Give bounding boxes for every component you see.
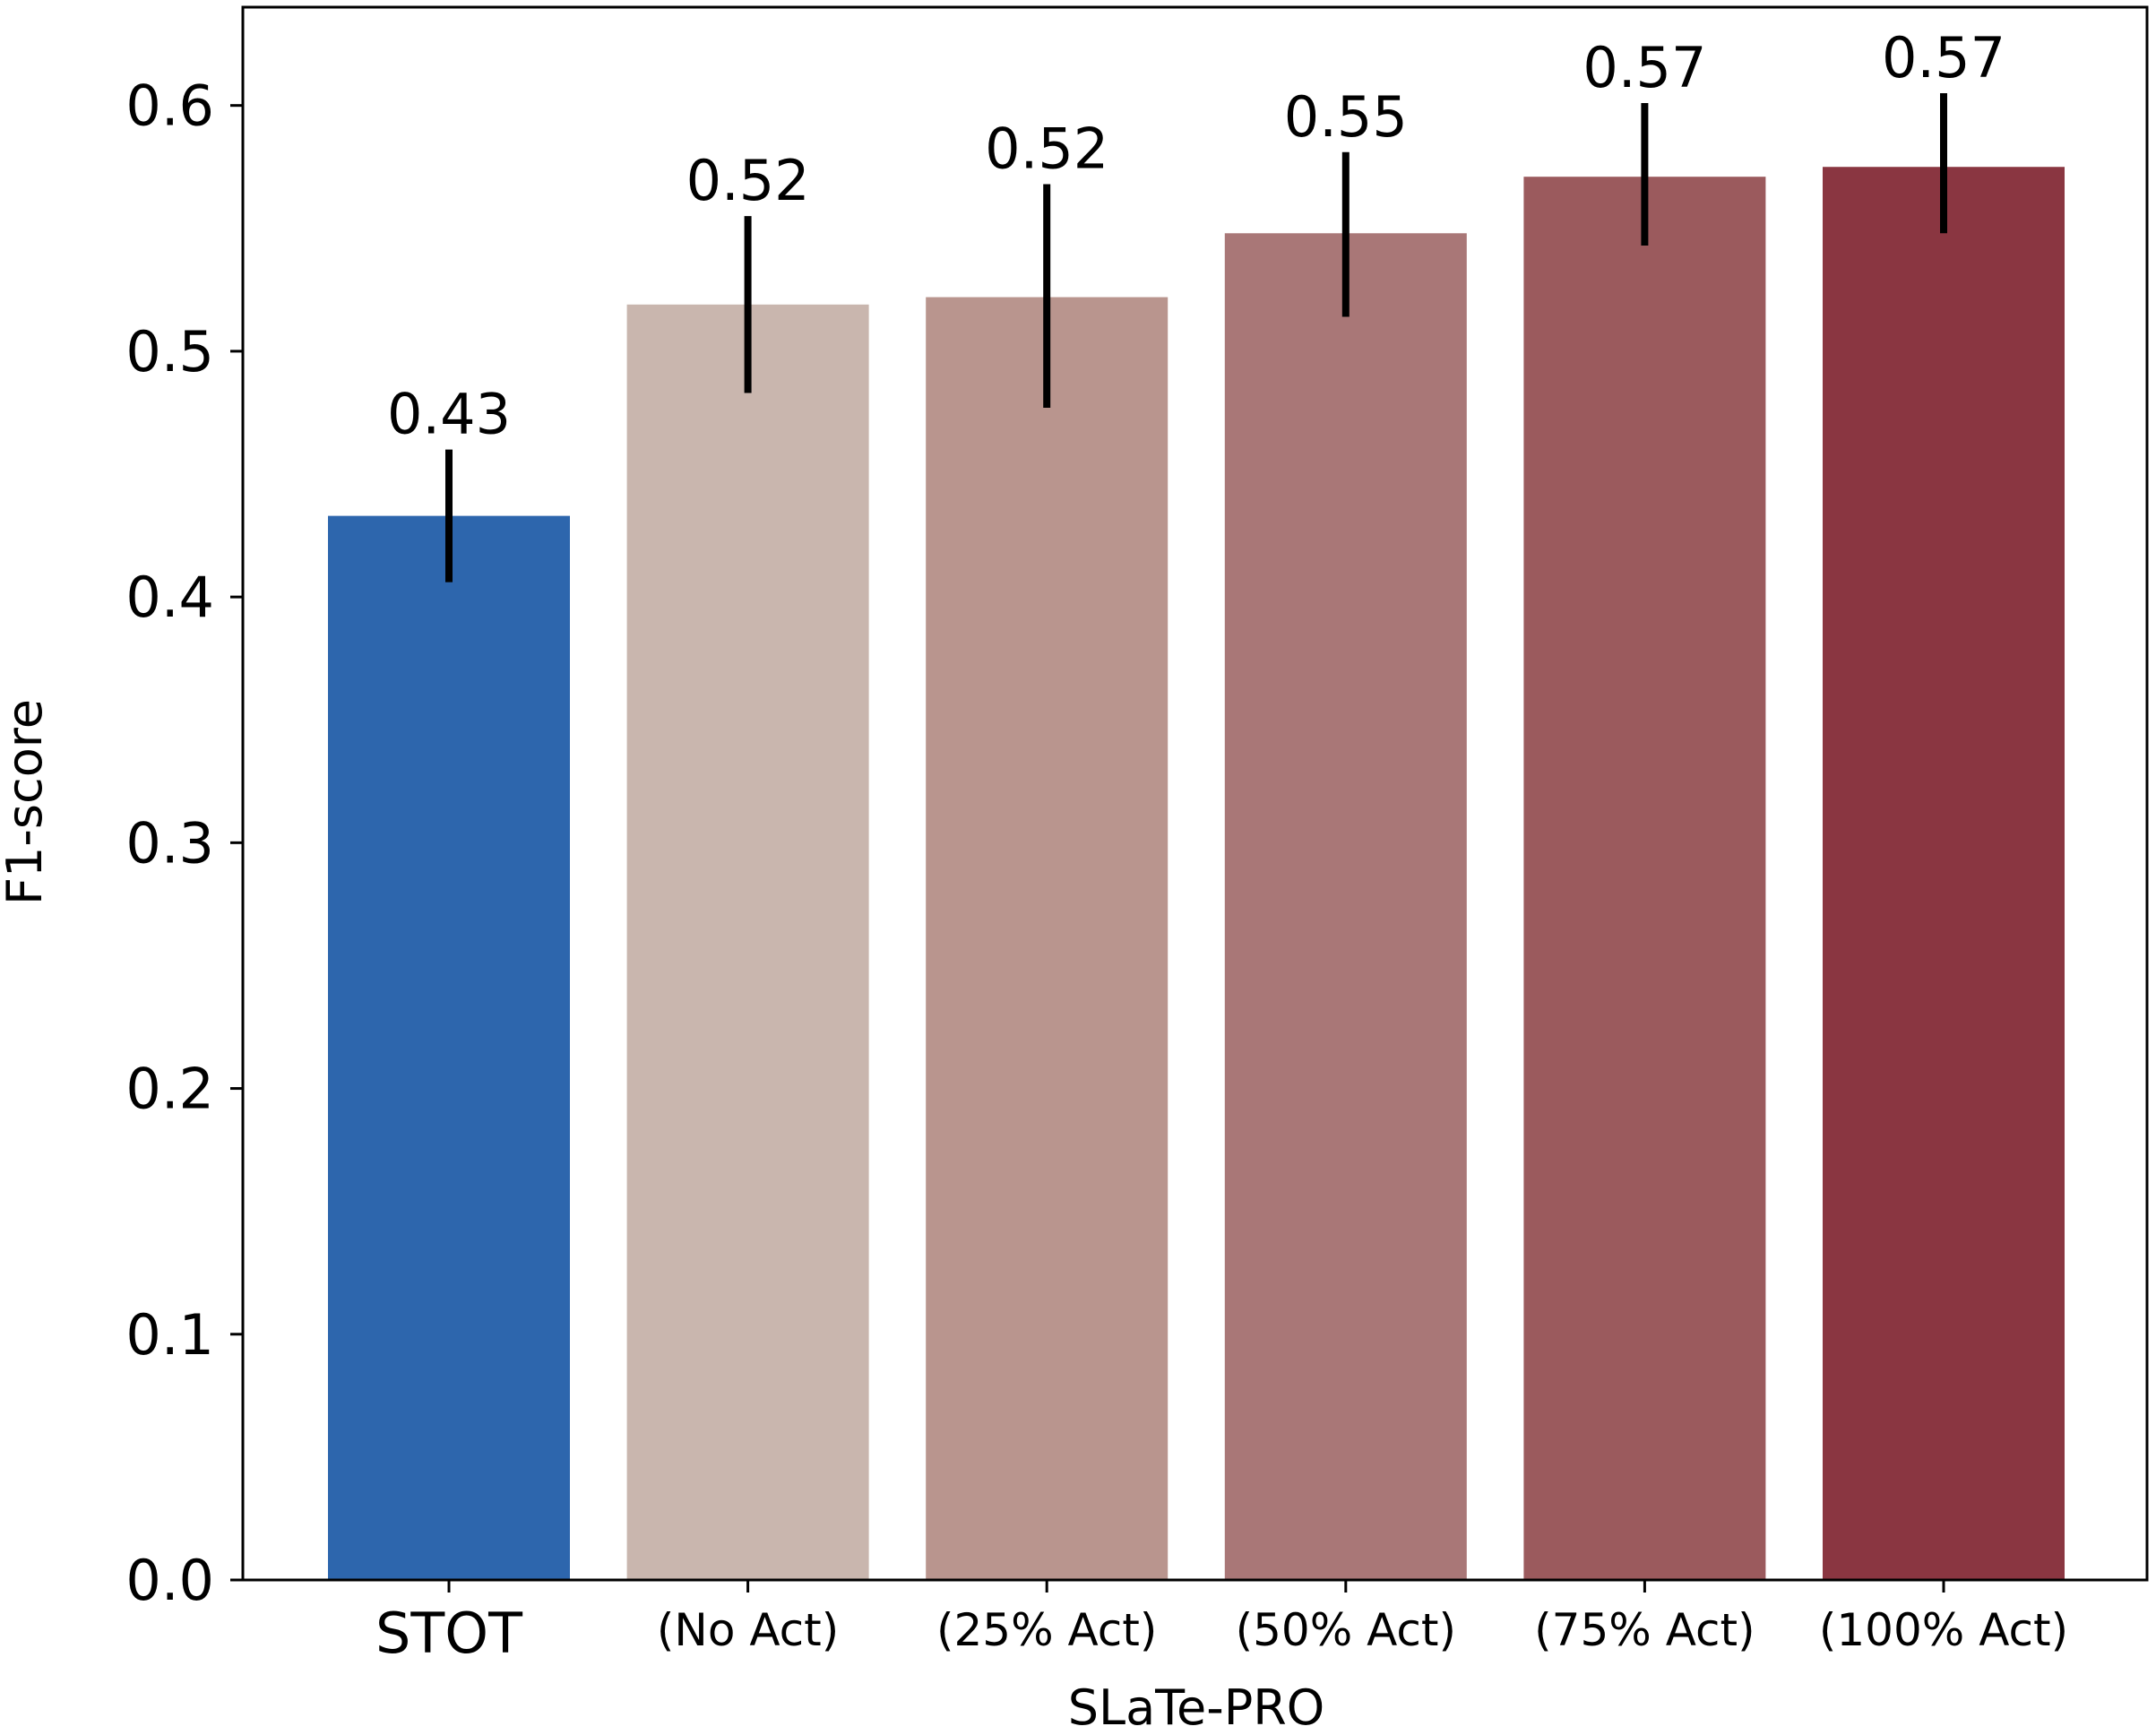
y-tick-label-2: 0.2: [125, 1057, 214, 1122]
bar-2: [926, 297, 1169, 1580]
y-tick-label-1: 0.1: [125, 1302, 214, 1368]
y-tick-label-4: 0.4: [125, 565, 214, 630]
y-axis: 0.0 0.1 0.2 0.3 0.4 0.5 0.6: [125, 73, 243, 1613]
bar-4: [1523, 177, 1766, 1580]
x-tick-label-1: (No Act): [657, 1604, 839, 1656]
y-tick-label-0: 0.0: [125, 1548, 214, 1613]
bar-5: [1823, 167, 2065, 1580]
x-tick-label-2: (25% Act): [936, 1604, 1157, 1656]
error-bars-layer: [445, 92, 1947, 583]
value-labels-layer: 0.43 0.52 0.52 0.55 0.57 0.57: [387, 25, 2005, 447]
plot-frame: [241, 5, 2149, 1582]
bar-1: [626, 304, 869, 1580]
value-label-0: 0.43: [387, 382, 511, 447]
y-tick-label-5: 0.5: [125, 319, 214, 384]
y-tick-label-3: 0.3: [125, 810, 214, 876]
x-tick-label-0: STOT: [375, 1601, 523, 1666]
y-tick-label-6: 0.6: [125, 73, 214, 139]
value-label-4: 0.57: [1583, 35, 1706, 100]
x-tick-label-3: (50% Act): [1236, 1604, 1456, 1656]
bars-layer: [328, 167, 2065, 1580]
x-tick-label-4: (75% Act): [1534, 1604, 1755, 1656]
bar-3: [1224, 233, 1467, 1580]
y-axis-title: F1-score: [0, 699, 53, 905]
x-axis-title: SLaTe-PRO: [1068, 1679, 1325, 1735]
value-label-5: 0.57: [1882, 25, 2005, 91]
value-label-1: 0.52: [686, 148, 810, 213]
x-axis: STOT (No Act) (25% Act) (50% Act) (75% Act) (…: [375, 1580, 2068, 1666]
value-label-3: 0.55: [1284, 84, 1408, 150]
value-label-2: 0.52: [985, 116, 1108, 181]
x-tick-label-5: (100% Act): [1819, 1604, 2068, 1656]
bar-0: [328, 515, 570, 1580]
